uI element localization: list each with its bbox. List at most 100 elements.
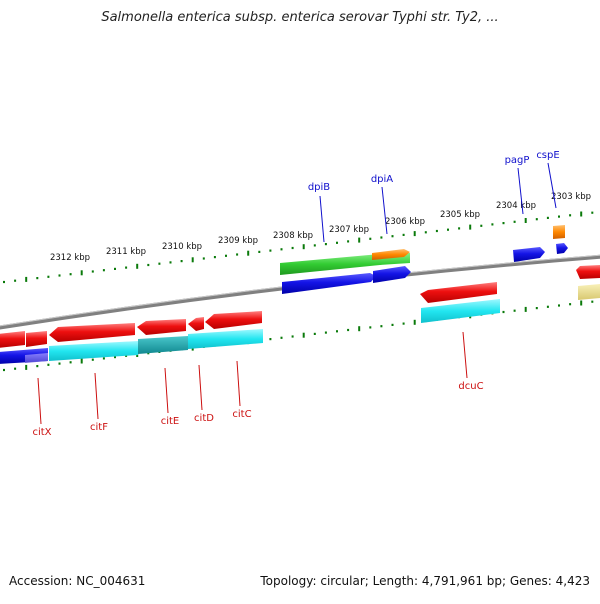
- upper-tick: [413, 231, 416, 237]
- gene-label-dpiB[interactable]: dpiB: [308, 182, 330, 193]
- gene-arrow-citE[interactable]: [137, 319, 186, 335]
- kbp-label: 2310 kbp: [162, 242, 202, 252]
- lower-tick: [280, 336, 283, 339]
- gene-arrow-cspE-orange[interactable]: [553, 225, 565, 239]
- lower-tick: [114, 356, 116, 359]
- kbp-scale-labels: 2312 kbp 2311 kbp 2310 kbp 2309 kbp 2308 kbp…: [50, 192, 591, 263]
- lower-tick: [291, 335, 294, 338]
- cds-violet-left[interactable]: [25, 353, 48, 363]
- upper-tick: [336, 241, 338, 244]
- lower-tick: [47, 363, 50, 366]
- upper-features: [280, 225, 600, 300]
- lower-tick: [102, 357, 105, 360]
- upper-tick: [125, 266, 128, 269]
- gene-arrow-cspE[interactable]: [556, 243, 568, 254]
- gene-arrow-pagP[interactable]: [513, 247, 545, 262]
- kbp-label: 2308 kbp: [273, 231, 313, 241]
- lower-tick: [524, 306, 527, 312]
- lower-tick: [36, 365, 39, 368]
- upper-tick: [280, 248, 283, 251]
- upper-tick: [402, 233, 405, 236]
- cds-cyan-citC[interactable]: [188, 329, 263, 349]
- upper-tick: [358, 237, 361, 243]
- lower-tick: [147, 352, 150, 355]
- upper-tick: [136, 263, 139, 269]
- kbp-label: 2309 kbp: [218, 236, 258, 246]
- gene-label-dpiA[interactable]: dpiA: [371, 174, 393, 185]
- gene-label-citE[interactable]: citE: [161, 416, 180, 427]
- upper-tick: [47, 275, 50, 278]
- gene-leader-dcuC: [462, 331, 468, 379]
- upper-tick: [458, 227, 461, 230]
- lower-tick: [80, 358, 83, 364]
- upper-tick: [169, 261, 172, 264]
- gene-label-citD[interactable]: citD: [194, 413, 214, 424]
- kbp-label: 2307 kbp: [329, 225, 369, 235]
- upper-tick: [580, 211, 583, 217]
- upper-tick: [391, 235, 394, 238]
- lower-tick: [391, 323, 394, 326]
- gene-label-dcuC[interactable]: dcuC: [458, 381, 483, 392]
- kbp-label: 2303 kbp: [551, 192, 591, 202]
- gene-arrow-citF[interactable]: [49, 323, 135, 342]
- gene-arrow-red-2[interactable]: [26, 331, 47, 347]
- upper-tick: [191, 257, 194, 263]
- gene-arrow-citD[interactable]: [188, 317, 204, 331]
- upper-tick: [36, 277, 39, 280]
- upper-tick: [380, 236, 383, 239]
- lower-tick: [324, 331, 327, 334]
- gene-leader-pagP: [517, 167, 524, 215]
- kbp-label: 2306 kbp: [385, 217, 425, 227]
- gene-arrow-khaki-edge[interactable]: [578, 284, 600, 300]
- upper-tick: [247, 250, 250, 256]
- upper-tick: [114, 267, 116, 270]
- upper-tick: [591, 211, 594, 214]
- upper-tick: [491, 223, 494, 226]
- gene-label-citF[interactable]: citF: [90, 422, 108, 433]
- lower-tick: [269, 338, 272, 341]
- lower-tick: [347, 328, 350, 332]
- gene-arrow-red-edge[interactable]: [576, 265, 600, 279]
- upper-tick: [91, 270, 94, 273]
- gene-leader-citC: [236, 360, 241, 407]
- gene-arrow-orange[interactable]: [372, 249, 410, 260]
- gene-arrow-dpiB[interactable]: [282, 273, 376, 294]
- upper-tick: [236, 253, 239, 256]
- cds-teal-citE[interactable]: [138, 336, 188, 354]
- gene-label-citX[interactable]: citX: [32, 427, 51, 438]
- upper-tick: [535, 218, 538, 221]
- lower-tick: [380, 325, 383, 328]
- lower-tick: [69, 361, 72, 364]
- lower-features: [0, 282, 500, 364]
- upper-tick: [3, 280, 5, 284]
- gene-arrow-citC[interactable]: [205, 311, 262, 329]
- gene-arrow-dcuC[interactable]: [420, 282, 497, 303]
- upper-tick: [213, 256, 216, 259]
- cds-cyan-dcuC[interactable]: [421, 299, 500, 323]
- upper-tick: [58, 274, 61, 277]
- gene-label-pagP[interactable]: pagP: [505, 155, 530, 166]
- kbp-label: 2312 kbp: [50, 253, 90, 263]
- gene-arrow-citX-red[interactable]: [0, 331, 25, 348]
- gene-label-cspE[interactable]: cspE: [536, 150, 559, 161]
- gene-leader-dpiA: [381, 186, 388, 235]
- upper-tick: [202, 257, 205, 260]
- upper-tick-row: [3, 211, 594, 284]
- upper-tick: [524, 218, 527, 223]
- gene-leader-citF: [94, 372, 99, 420]
- lower-tick: [502, 310, 505, 314]
- genome-title: Salmonella enterica subsp. enterica sero…: [101, 10, 499, 25]
- upper-tick: [546, 216, 549, 219]
- cds-cyan-citF[interactable]: [49, 341, 138, 361]
- upper-tick: [558, 215, 560, 218]
- lower-tick: [358, 326, 361, 332]
- gene-leader-citX: [37, 377, 42, 425]
- gene-label-citC[interactable]: citC: [232, 409, 251, 420]
- upper-tick: [158, 262, 161, 265]
- upper-tick: [369, 237, 372, 240]
- kbp-label: 2311 kbp: [106, 247, 146, 257]
- upper-tick: [14, 279, 17, 282]
- gene-arrow-dpiA[interactable]: [373, 266, 411, 283]
- upper-tick: [502, 222, 505, 225]
